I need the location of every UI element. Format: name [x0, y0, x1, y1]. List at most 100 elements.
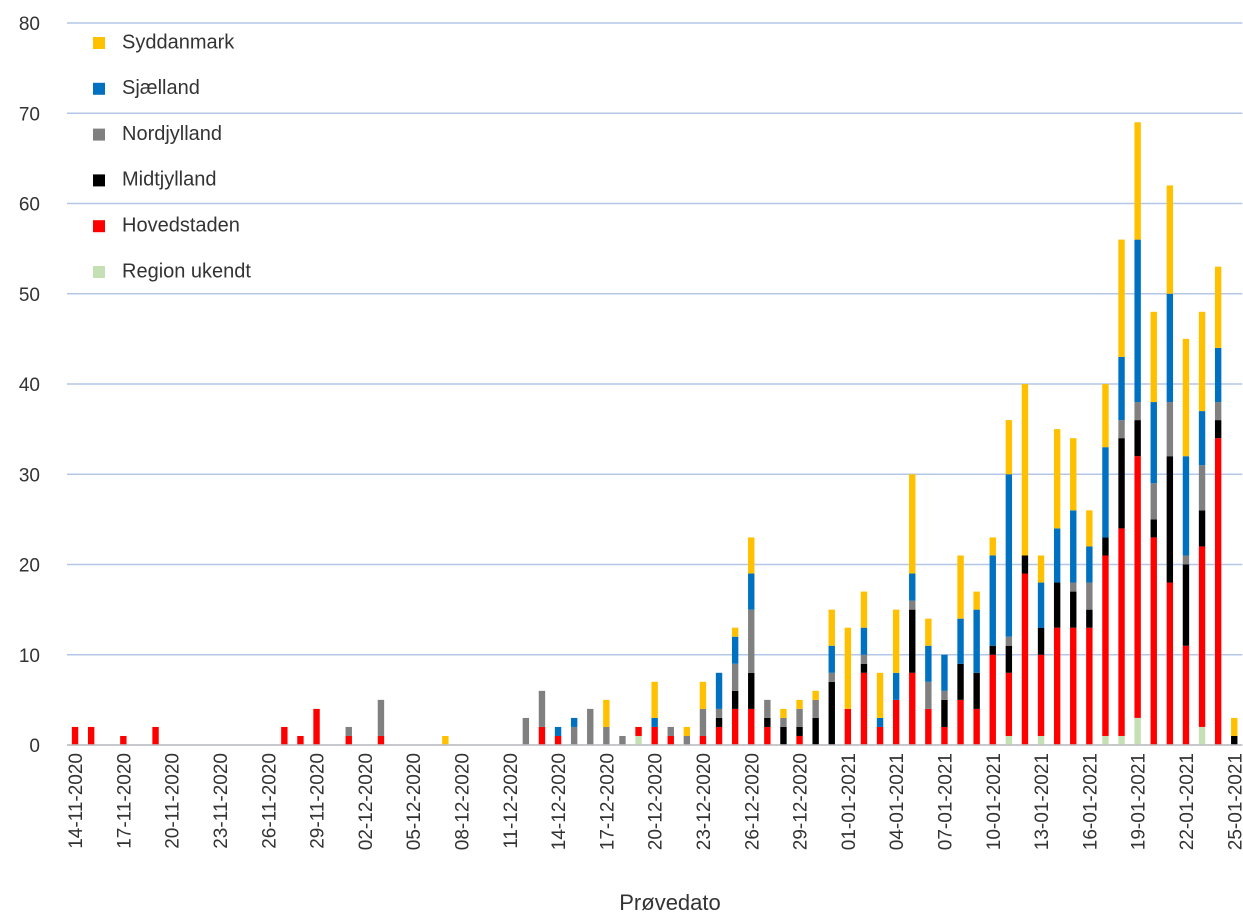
bar-segment: [1182, 564, 1190, 646]
x-tick-label: 20-12-2020: [646, 753, 667, 850]
x-tick-label: 04-01-2021: [887, 753, 908, 850]
bar-segment: [860, 672, 868, 745]
bar-segment: [1118, 420, 1125, 439]
bar-segment: [909, 600, 916, 610]
bar-segment: [1231, 717, 1238, 736]
bar-segment: [1214, 402, 1222, 421]
bar-segment: [1134, 239, 1141, 403]
bar-segment: [1118, 356, 1125, 421]
bar-segment: [973, 609, 980, 673]
bar-segment: [844, 627, 852, 709]
x-tick-label: 16-01-2021: [1080, 753, 1101, 850]
bar-segment: [1086, 582, 1093, 610]
bar-segment: [1150, 402, 1157, 484]
y-tick-label: 20: [19, 556, 40, 577]
x-tick-label: 08-12-2020: [452, 753, 473, 850]
bar-segment: [651, 726, 658, 745]
bar-segment: [973, 672, 980, 709]
bar-segment: [1102, 555, 1109, 736]
bar-segment: [957, 555, 964, 619]
bar-segment: [876, 717, 884, 727]
bar-segment: [1118, 528, 1125, 736]
bar-segment: [1070, 627, 1077, 745]
bar-segment: [812, 717, 819, 745]
legend-swatch: [93, 220, 105, 233]
bar-segment: [570, 717, 578, 727]
bar-segment: [1198, 465, 1206, 511]
bar-segment: [925, 681, 932, 709]
bar-segment: [941, 699, 948, 727]
bar-segment: [1166, 185, 1174, 294]
bar-segment: [892, 699, 900, 745]
bar-segment: [876, 726, 884, 745]
legend-label: Region ukendt: [122, 260, 251, 282]
bar-segment: [731, 636, 739, 664]
bar-segment: [828, 645, 835, 673]
bar-segment: [973, 591, 980, 610]
bar-segment: [1182, 645, 1190, 745]
bar-segment: [1086, 627, 1093, 745]
y-tick-label: 10: [19, 646, 40, 667]
bar-segment: [1086, 510, 1093, 547]
bar-segment: [1021, 555, 1029, 574]
bar-segment: [442, 735, 449, 745]
x-tick-label: 17-12-2020: [597, 753, 618, 850]
bar-segment: [731, 627, 739, 637]
bar-segment: [1005, 672, 1013, 736]
legend-label: Midtjylland: [122, 169, 216, 191]
bar-segment: [1134, 717, 1141, 745]
x-tick-label: 26-12-2020: [742, 753, 763, 850]
bar-segment: [1118, 438, 1125, 529]
bar-segment: [892, 672, 900, 700]
bar-segment: [1166, 402, 1174, 457]
legend-swatch: [93, 174, 105, 187]
y-tick-label: 40: [19, 375, 40, 396]
bar-segment: [1070, 510, 1077, 583]
x-tick-label: 01-01-2021: [839, 753, 860, 850]
bar-segment: [925, 708, 932, 745]
bar-segment: [87, 726, 95, 745]
bar-segment: [748, 708, 755, 745]
bar-segment: [731, 690, 739, 709]
bar-segment: [925, 645, 932, 682]
bar-segment: [683, 735, 691, 745]
bar-segment: [1005, 636, 1013, 646]
bar-segment: [71, 726, 79, 745]
bar-segment: [1037, 582, 1045, 628]
bar-segment: [796, 708, 803, 727]
bar-segment: [1231, 735, 1238, 745]
bar-segment: [796, 735, 803, 745]
bar-segment: [715, 708, 723, 718]
bar-segment: [377, 699, 385, 736]
bar-segment: [796, 699, 803, 709]
bar-segment: [748, 609, 755, 673]
x-tick-label: 05-12-2020: [404, 753, 425, 850]
bar-segment: [1070, 582, 1077, 592]
bar-segment: [860, 654, 868, 664]
bar-segment: [860, 591, 868, 628]
bar-segment: [957, 618, 964, 664]
bar-segment: [667, 726, 674, 736]
bar-segment: [1037, 735, 1045, 745]
bar-segment: [1005, 645, 1013, 673]
legend-label: Nordjylland: [122, 123, 222, 145]
bar-segment: [989, 555, 996, 646]
x-tick-label: 17-11-2020: [114, 753, 135, 849]
bar-segment: [1005, 735, 1013, 745]
bar-segment: [1166, 582, 1174, 745]
y-tick-label: 60: [19, 195, 40, 216]
bar-segment: [844, 708, 852, 745]
bar-segment: [764, 726, 771, 745]
bar-segment: [699, 681, 707, 709]
bar-segment: [570, 726, 578, 745]
bar-segment: [909, 573, 916, 601]
bar-segment: [925, 618, 932, 646]
x-tick-label: 20-11-2020: [163, 753, 184, 849]
bar-segment: [683, 726, 691, 736]
bar-segment: [587, 708, 594, 745]
bar-segment: [1150, 311, 1157, 403]
x-tick-label: 25-01-2021: [1225, 753, 1243, 850]
bar-segment: [699, 735, 707, 745]
bar-segment: [1134, 402, 1141, 421]
